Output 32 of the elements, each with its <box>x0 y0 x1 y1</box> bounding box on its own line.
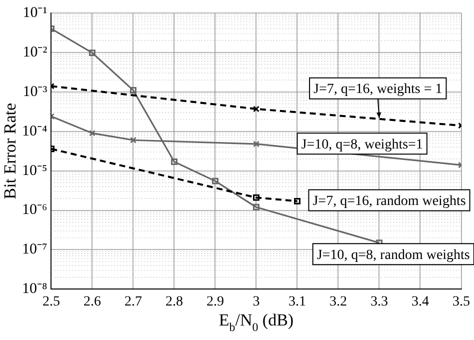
y-tick-label: 10⁻⁴ <box>22 123 48 140</box>
point <box>212 178 218 184</box>
y-tick-label: 10⁻⁶ <box>22 202 48 218</box>
y-tick-label: 10⁻⁵ <box>22 162 48 179</box>
point <box>171 158 178 165</box>
point <box>89 130 96 136</box>
x-tick-label: 2.7 <box>124 294 142 310</box>
x-tick-label: 3 <box>252 294 260 310</box>
x-tick-label: 2.8 <box>165 294 183 310</box>
point <box>253 140 260 148</box>
y-tick-label: 10⁻³ <box>22 84 48 100</box>
point <box>89 50 96 56</box>
y-tick-label: 10⁻⁷ <box>22 242 48 258</box>
x-tick-label: 3.1 <box>288 294 306 310</box>
y-tick-label: 10⁻¹ <box>22 4 48 21</box>
y-tick-label: 10⁻² <box>22 44 48 60</box>
x-tick-label: 3.3 <box>370 294 388 310</box>
point <box>130 87 136 94</box>
series-label: J=7, q=16, random weights <box>312 194 466 209</box>
point <box>253 204 260 210</box>
series-label: J=10, q=8, random weights <box>316 248 470 263</box>
point <box>253 194 260 201</box>
point <box>294 198 300 204</box>
x-tick-label: 3.4 <box>412 294 429 310</box>
x-tick-label: 3.2 <box>329 294 347 310</box>
x-tick-label: 2.9 <box>206 294 224 310</box>
series-label: J=7, q=16, weights = 1 <box>314 82 442 98</box>
y-axis-title: Bit Error Rate <box>0 102 20 200</box>
point <box>130 136 136 144</box>
x-tick-label: 3.5 <box>452 294 470 310</box>
x-tick-label: 2.6 <box>83 294 101 310</box>
series-label: J=10, q=8, weights=1 <box>301 137 423 152</box>
